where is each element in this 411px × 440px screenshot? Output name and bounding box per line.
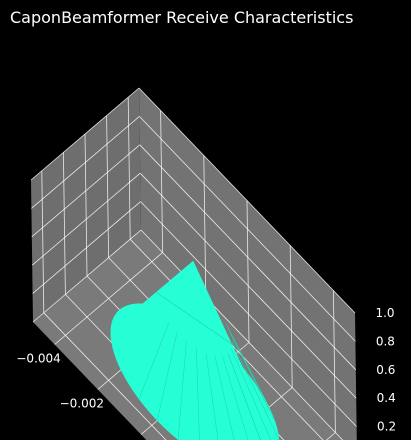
z-tick-label: 0.2 xyxy=(377,420,396,434)
back-grid-x xyxy=(246,200,250,343)
z-tick-label: 1.0 xyxy=(375,306,394,320)
back-grid-z xyxy=(139,172,357,399)
cone-mesh-line xyxy=(155,291,233,345)
cone-facet-line xyxy=(230,348,272,440)
cone-facet-line xyxy=(225,323,266,401)
tick-labels: −0.004−0.0020.0000.0020.0040.0040.0020.0… xyxy=(16,306,396,434)
cone-facet-line xyxy=(138,322,170,400)
z-tick-label: 0.8 xyxy=(376,334,395,348)
left-grid-z xyxy=(31,144,141,238)
back-grid-x xyxy=(289,245,293,388)
back-grid-z xyxy=(140,229,344,440)
back-grid-z xyxy=(139,144,357,371)
cone-facet-line xyxy=(229,332,276,422)
left-grid-z xyxy=(31,172,141,266)
x-tick-label: −0.002 xyxy=(60,397,104,411)
cone-facet-line xyxy=(205,353,219,440)
left-grid-y xyxy=(106,115,109,258)
back-grid-z xyxy=(140,201,357,427)
left-grid-z xyxy=(31,116,140,209)
cone-surface xyxy=(110,260,280,440)
cone-facet-line xyxy=(156,332,178,421)
left-grid-z xyxy=(32,229,142,323)
z-tick-label: 0.6 xyxy=(376,363,395,377)
x-tick-label: −0.004 xyxy=(16,352,60,366)
back-grid-x xyxy=(333,290,336,433)
floor-grid-y xyxy=(43,312,167,440)
cone-facet-line xyxy=(177,341,187,440)
cone-body xyxy=(110,260,277,440)
chart-title: CaponBeamformer Receive Characteristics xyxy=(10,8,354,27)
cone-facet-line xyxy=(222,356,249,440)
back-grid-z xyxy=(138,87,356,314)
cone-facet-line xyxy=(227,353,261,440)
floor-grid-y xyxy=(129,238,324,440)
left-grid-y xyxy=(127,97,131,240)
left-grid-y xyxy=(63,152,66,295)
back-grid-x xyxy=(203,155,207,298)
cone-facet-line xyxy=(214,356,235,440)
back-grid-z xyxy=(139,116,356,342)
z-tick-label: 0.4 xyxy=(377,391,396,405)
back-grid-x xyxy=(160,110,163,253)
left-grid-y xyxy=(84,133,88,277)
left-grid-y xyxy=(41,170,45,313)
cone-facet-line xyxy=(231,341,280,440)
left-grid-z xyxy=(30,87,140,181)
left-grid-z xyxy=(32,201,141,294)
cone-facet-line xyxy=(195,348,200,440)
